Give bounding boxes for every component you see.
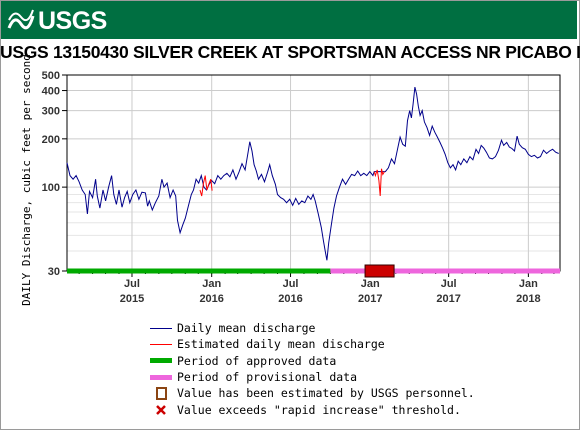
legend-item: Daily mean discharge — [150, 320, 475, 336]
usgs-logo[interactable]: USGS — [7, 6, 107, 36]
legend-label: Value exceeds "rapid increase" threshold… — [177, 402, 461, 417]
usgs-logo-text: USGS — [38, 6, 107, 35]
legend-label: Estimated daily mean discharge — [177, 337, 385, 352]
x-tick-label-month: Jul — [441, 278, 457, 290]
legend-item: Value exceeds "rapid increase" threshold… — [150, 401, 475, 417]
legend-item: Estimated daily mean discharge — [150, 336, 475, 352]
estimated-discharge-line — [373, 168, 385, 197]
legend-symbol — [150, 322, 172, 334]
legend-label: Period of approved data — [177, 353, 337, 368]
legend-symbol — [150, 386, 172, 400]
x-axis-ticks: Jul 2015 Jan 2016 Jul 2016 Jan 2017 Jul 2017 Jan 20… — [78, 271, 555, 305]
plot-area-border — [66, 74, 561, 272]
y-tick-label: 100 — [42, 182, 60, 194]
legend-symbol — [150, 371, 172, 383]
y-axis-ticks: 30 100 200 300 400 500 — [42, 70, 67, 278]
estimated-period-marker — [364, 264, 395, 278]
x-tick-label-month: Jul — [283, 278, 299, 290]
usgs-header-banner: USGS — [1, 1, 577, 39]
daily-mean-discharge-line — [66, 86, 559, 261]
legend-label: Value has been estimated by USGS personn… — [177, 386, 475, 401]
legend-item: Period of approved data — [150, 353, 475, 369]
x-tick-label-month: Jan — [361, 278, 380, 290]
x-tick-label-year: 2015 — [120, 293, 144, 305]
usgs-wave-icon — [7, 9, 35, 30]
y-tick-label: 30 — [48, 266, 60, 278]
estimated-discharge-line — [199, 175, 213, 197]
legend-item: Value has been estimated by USGS personn… — [150, 385, 475, 401]
x-tick-label-year: 2017 — [436, 293, 460, 305]
x-tick-label-month: Jul — [124, 278, 140, 290]
chart-title: USGS 13150430 SILVER CREEK AT SPORTSMAN … — [0, 42, 580, 62]
y-axis-label: DAILY Discharge, cubic feet per second — [20, 54, 33, 306]
x-tick-label-year: 2018 — [516, 293, 540, 305]
y-tick-label: 400 — [42, 86, 60, 98]
period-bars — [67, 264, 560, 278]
x-tick-label-year: 2016 — [278, 293, 302, 305]
x-tick-label-year: 2017 — [358, 293, 382, 305]
legend-symbol — [150, 404, 172, 416]
chart-legend: Daily mean discharge Estimated daily mean… — [150, 320, 475, 418]
y-tick-label: 300 — [42, 106, 60, 118]
data-series — [66, 86, 559, 261]
x-tick-label-month: Jan — [519, 278, 538, 290]
legend-symbol — [150, 355, 172, 367]
grid-lines — [67, 74, 560, 272]
legend-item: Period of provisional data — [150, 369, 475, 385]
legend-label: Period of provisional data — [177, 370, 358, 385]
x-tick-label-year: 2016 — [199, 293, 223, 305]
x-tick-label-month: Jan — [202, 278, 221, 290]
legend-label: Daily mean discharge — [177, 321, 316, 336]
y-tick-label: 200 — [42, 134, 60, 146]
y-tick-label: 500 — [42, 70, 60, 82]
legend-symbol — [150, 338, 172, 350]
